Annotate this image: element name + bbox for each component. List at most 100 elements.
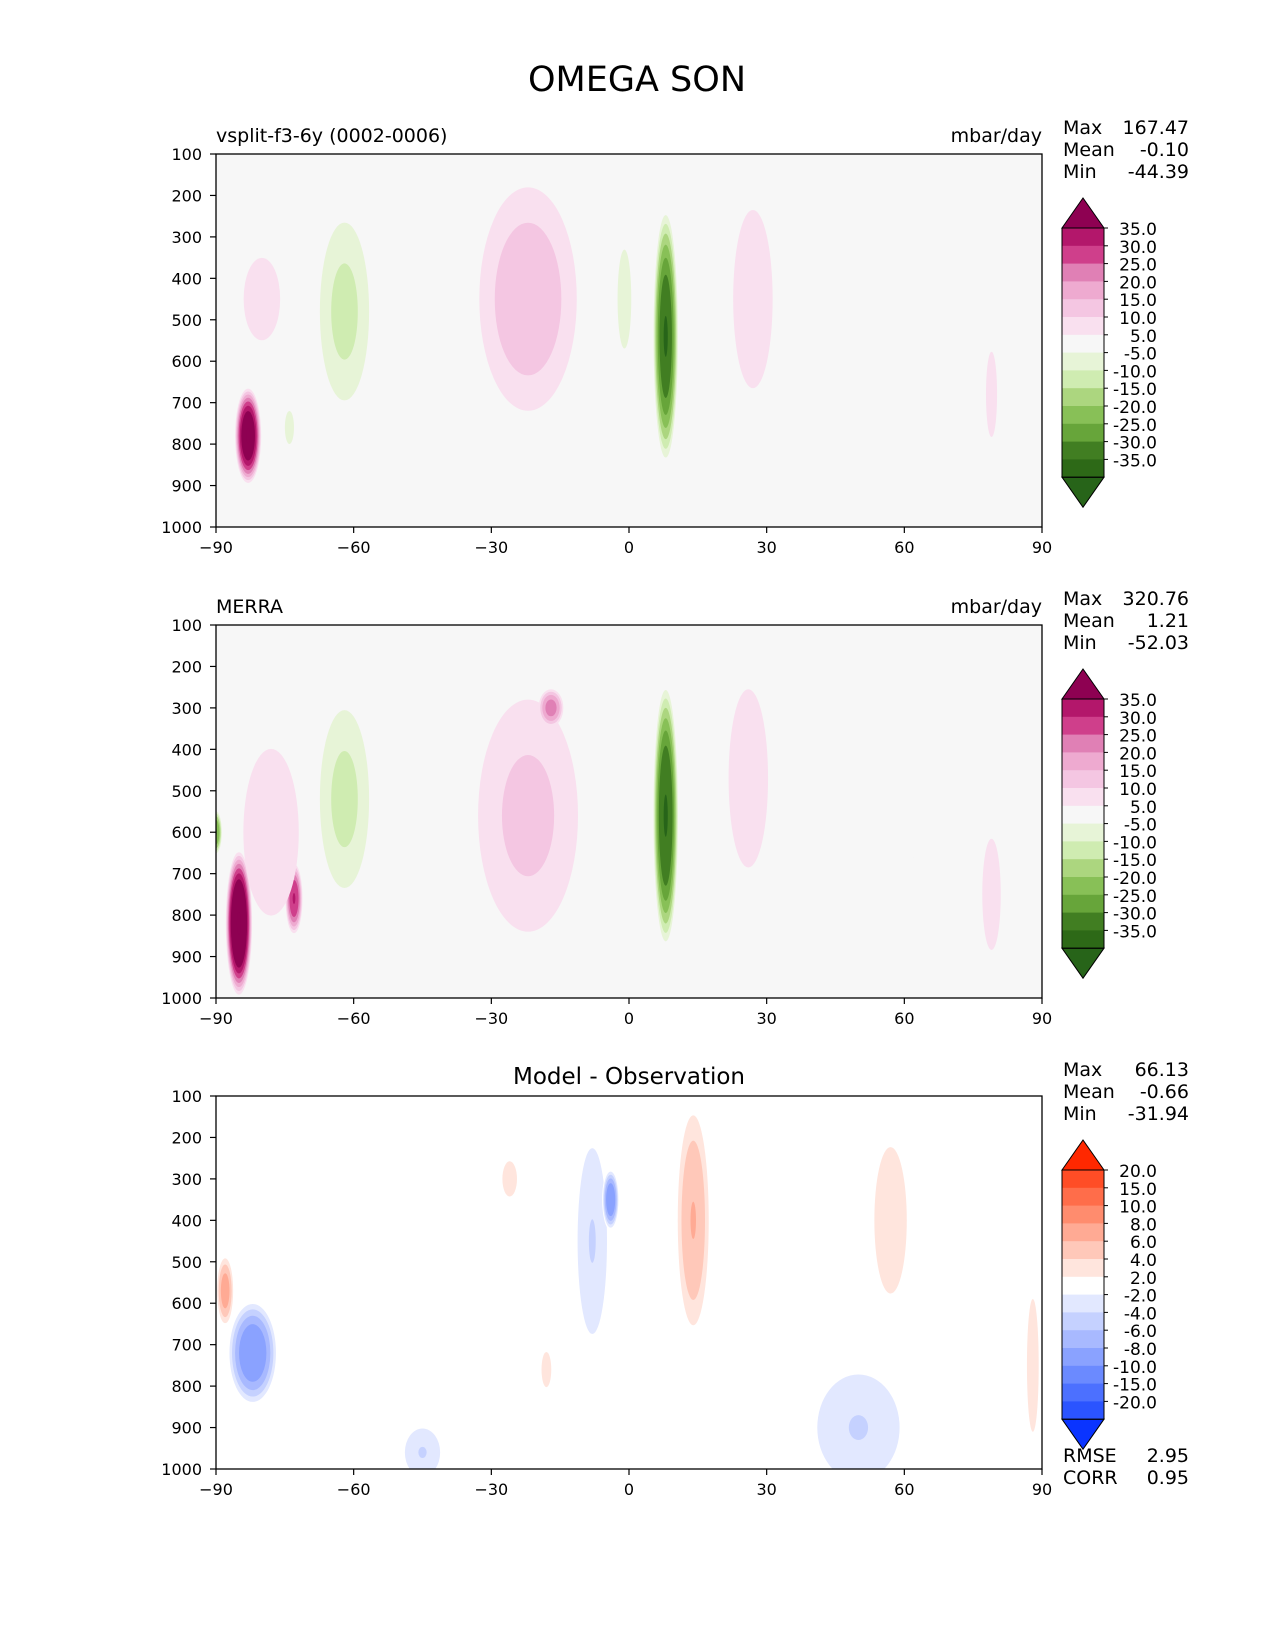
panels: −90 −60 −30 0 30 60 90100200300400500600700800… [161, 117, 1189, 1499]
contour-level [220, 1273, 230, 1309]
colorbar-segment [1062, 1383, 1104, 1402]
contour-level [331, 263, 358, 360]
colorbar-segment [1062, 1365, 1104, 1385]
contour-field [217, 1115, 1039, 1469]
colorbar-segment [1062, 1187, 1104, 1207]
colorbar-label: 20.0 [1119, 1162, 1157, 1182]
contour-level [876, 779, 914, 935]
colorbar-segment [1062, 1330, 1104, 1349]
colorbar-label: 6.0 [1130, 1233, 1157, 1253]
contour-level [663, 794, 668, 837]
contour-level [588, 1219, 596, 1263]
y-tick-label: 600 [171, 823, 202, 842]
x-tick-label: 30 [756, 538, 776, 557]
contour-level [848, 1415, 869, 1440]
x-tick-label: −30 [474, 1009, 508, 1028]
y-tick-label: 400 [171, 269, 202, 288]
contour-level [541, 1351, 552, 1388]
colorbar-segment [1062, 317, 1104, 336]
y-tick-label: 1000 [161, 1460, 202, 1479]
contour-feature-9 [217, 1258, 234, 1324]
contour-feature-2 [313, 685, 376, 913]
colorbar-label: -2.0 [1124, 1287, 1157, 1307]
stat-value: -44.39 [1128, 161, 1189, 183]
colorbar-segment [1062, 1294, 1104, 1313]
contour-feature-10 [282, 401, 297, 455]
contour-level [239, 1324, 267, 1382]
y-tick-label: 400 [171, 1211, 202, 1230]
colorbar-segment [1062, 805, 1104, 825]
colorbar-segment [1062, 699, 1104, 718]
contour-feature-10 [982, 838, 1001, 950]
x-tick-label: −90 [199, 1480, 233, 1499]
contour-level [985, 351, 998, 437]
x-tick-label: −60 [337, 1009, 371, 1028]
colorbar-extend-min [1061, 947, 1105, 980]
contour-feature-11 [399, 1420, 446, 1469]
colorbar-label: -20.0 [1113, 398, 1157, 418]
contour-feature-3 [602, 1168, 620, 1231]
contour-feature-9 [243, 748, 299, 916]
contour-level [494, 222, 562, 376]
colorbar-label: 30.0 [1119, 238, 1157, 258]
contour-level [501, 755, 555, 877]
stat-value: -0.66 [1140, 1081, 1189, 1103]
metric-value: 0.95 [1147, 1467, 1189, 1489]
colorbar-segment [1062, 823, 1104, 842]
contour-level [284, 411, 294, 445]
x-tick-label: 90 [1032, 538, 1052, 557]
y-tick-label: 900 [171, 1419, 202, 1438]
contour-level [617, 249, 632, 349]
panel-2: −90 −60 −30 0 30 60 90 100 200 300 400 500 600 700 800… [161, 588, 1189, 1028]
colorbar-segment [1062, 1259, 1104, 1278]
colorbar-segment [1062, 1348, 1104, 1367]
y-tick-label: 300 [171, 1170, 202, 1189]
x-tick-label: 60 [894, 1009, 914, 1028]
colorbar-label: 30.0 [1119, 709, 1157, 729]
colorbar-label: -5.0 [1124, 816, 1157, 836]
panel-title: MERRA [216, 596, 283, 618]
colorbar-label: 10.0 [1119, 780, 1157, 800]
contour-feature-6 [881, 351, 918, 455]
colorbar-extend-max [1061, 1139, 1105, 1171]
stat-value: 167.47 [1123, 117, 1189, 139]
metric-label: CORR [1063, 1467, 1118, 1489]
colorbar-segment [1062, 245, 1104, 265]
colorbar-segment [1062, 1241, 1104, 1260]
y-tick-label: 100 [171, 1087, 202, 1106]
colorbar-label: 5.0 [1130, 327, 1157, 347]
x-tick-label: −60 [337, 538, 371, 557]
colorbar-label: -10.0 [1113, 362, 1157, 382]
stat-label: Mean [1063, 1081, 1115, 1103]
colorbar-extend-min [1061, 476, 1105, 509]
colorbar-segment [1062, 423, 1104, 443]
x-tick-label: 90 [1032, 1480, 1052, 1499]
y-tick-label: 600 [171, 352, 202, 371]
colorbar-segment [1062, 1223, 1104, 1242]
colorbar-label: 10.0 [1119, 1198, 1157, 1218]
colorbar-segment [1062, 370, 1104, 389]
stat-label: Mean [1063, 139, 1115, 161]
stat-value: -0.10 [1140, 139, 1189, 161]
colorbar-segment [1062, 930, 1104, 949]
colorbar-label: -8.0 [1124, 1340, 1157, 1360]
colorbar-label: -35.0 [1113, 451, 1157, 471]
colorbar: 35.030.025.020.015.010.05.0-5.0-10.0-15.… [1061, 197, 1157, 509]
colorbar-segment [1062, 1276, 1104, 1296]
y-tick-label: 800 [171, 435, 202, 454]
colorbar-label: 5.0 [1130, 798, 1157, 818]
stat-value: -31.94 [1128, 1103, 1189, 1125]
colorbar-label: 15.0 [1119, 291, 1157, 311]
colorbar-segment [1062, 281, 1104, 300]
stat-label: Max [1063, 1059, 1102, 1081]
stat-value: 320.76 [1123, 588, 1189, 610]
contour-feature-7 [235, 388, 262, 483]
colorbar-label: -15.0 [1113, 380, 1157, 400]
colorbar-label: 10.0 [1119, 309, 1157, 329]
metric-value: 2.95 [1147, 1445, 1189, 1467]
contour-level [728, 689, 769, 868]
contour-feature-5 [728, 689, 769, 868]
colorbar-segment [1062, 1170, 1104, 1189]
x-tick-label: −90 [199, 1009, 233, 1028]
